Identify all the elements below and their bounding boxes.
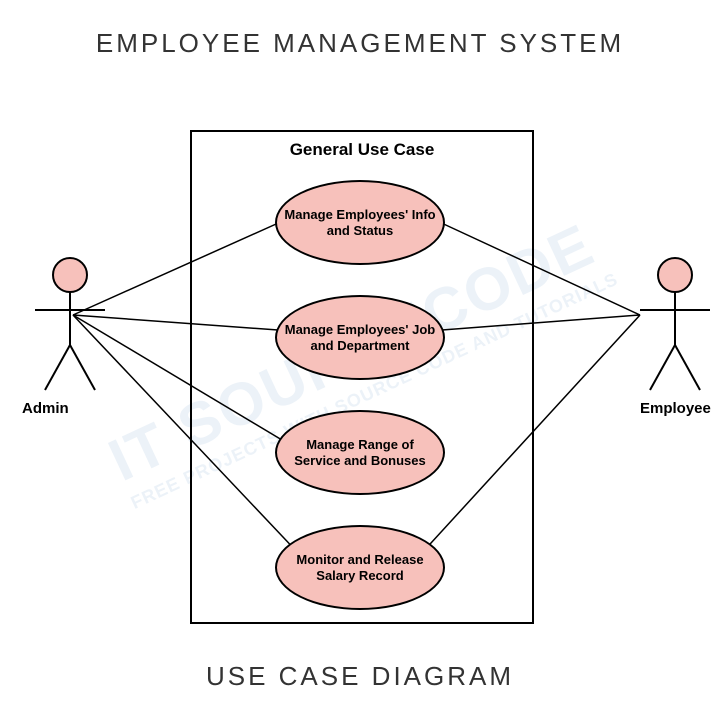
usecase-uc4: Monitor and Release Salary Record — [275, 525, 445, 610]
usecase-uc3: Manage Range of Service and Bonuses — [275, 410, 445, 495]
page-title-bottom: USE CASE DIAGRAM — [0, 661, 720, 692]
actor-figure-icon — [35, 255, 105, 395]
page-title-top: EMPLOYEE MANAGEMENT SYSTEM — [0, 28, 720, 59]
actor-label-admin: Admin — [22, 400, 69, 417]
usecase-uc1: Manage Employees' Info and Status — [275, 180, 445, 265]
actor-label-employee: Employee — [640, 400, 711, 417]
usecase-uc2: Manage Employees' Job and Department — [275, 295, 445, 380]
actor-figure-icon — [640, 255, 710, 395]
actor-admin — [35, 255, 105, 400]
system-label: General Use Case — [192, 140, 532, 160]
actor-employee — [640, 255, 710, 400]
